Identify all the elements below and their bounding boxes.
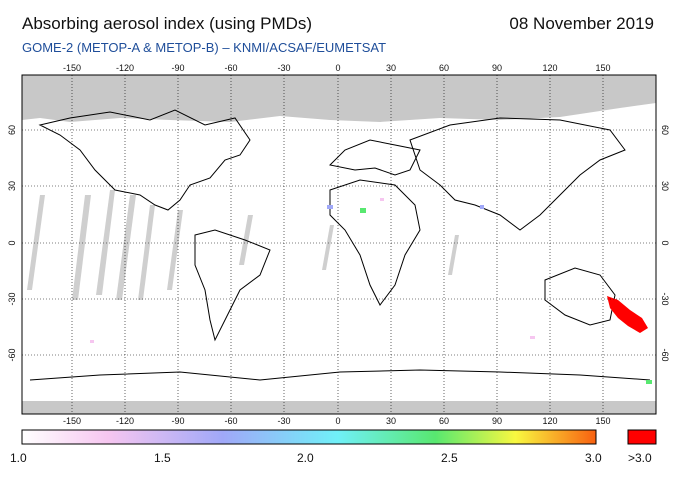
svg-text:60: 60 [660, 125, 670, 135]
svg-text:120: 120 [542, 63, 557, 73]
aerosol-detections [90, 198, 652, 384]
svg-text:0: 0 [335, 63, 340, 73]
colorbar-label-2-5: 2.5 [441, 451, 458, 465]
svg-text:-90: -90 [171, 63, 184, 73]
svg-text:-150: -150 [63, 416, 81, 426]
svg-text:-120: -120 [116, 416, 134, 426]
svg-text:-30: -30 [277, 63, 290, 73]
north-no-data-region [22, 75, 656, 122]
svg-text:0: 0 [7, 240, 17, 245]
svg-text:-90: -90 [171, 416, 184, 426]
svg-text:60: 60 [439, 63, 449, 73]
svg-text:30: 30 [386, 63, 396, 73]
svg-text:-60: -60 [224, 416, 237, 426]
map-subtitle: GOME-2 (METOP-A & METOP-B) – KNMI/ACSAF/… [22, 40, 387, 55]
colorbar-label-2-0: 2.0 [297, 451, 314, 465]
svg-text:-60: -60 [7, 348, 17, 361]
colorbar-overflow-swatch [627, 429, 657, 445]
svg-text:90: 90 [492, 63, 502, 73]
svg-text:-30: -30 [660, 292, 670, 305]
svg-text:-60: -60 [224, 63, 237, 73]
colorbar [21, 429, 597, 445]
colorbar-overflow-label: >3.0 [628, 451, 652, 465]
svg-text:-30: -30 [277, 416, 290, 426]
svg-text:-30: -30 [7, 292, 17, 305]
svg-text:30: 30 [660, 181, 670, 191]
high-aerosol-plume [607, 296, 648, 333]
svg-text:120: 120 [542, 416, 557, 426]
colorbar-label-1-0: 1.0 [10, 451, 27, 465]
svg-text:0: 0 [335, 416, 340, 426]
map-date: 08 November 2019 [509, 14, 654, 33]
svg-text:60: 60 [7, 125, 17, 135]
map-title: Absorbing aerosol index (using PMDs) [22, 14, 313, 33]
left-lat-labels: 60 30 0 -30 -60 [7, 125, 17, 362]
top-lon-labels: -150 -120 -90 -60 -30 0 30 60 90 120 150 [63, 63, 611, 73]
svg-text:90: 90 [492, 416, 502, 426]
colorbar-label-1-5: 1.5 [154, 451, 171, 465]
svg-text:60: 60 [439, 416, 449, 426]
svg-text:150: 150 [595, 63, 610, 73]
gridlines [22, 75, 656, 414]
bottom-lon-labels: -150 -120 -90 -60 -30 0 30 60 90 120 150 [63, 416, 611, 426]
svg-text:0: 0 [660, 240, 670, 245]
svg-text:-120: -120 [116, 63, 134, 73]
svg-text:-60: -60 [660, 348, 670, 361]
svg-text:150: 150 [595, 416, 610, 426]
svg-text:-150: -150 [63, 63, 81, 73]
map-background [22, 75, 656, 414]
svg-text:30: 30 [386, 416, 396, 426]
map-frame [21, 74, 657, 415]
south-no-data-region [22, 401, 656, 414]
colorbar-label-3-0: 3.0 [585, 451, 602, 465]
coastlines [29, 109, 651, 381]
right-lat-labels: 60 30 0 -30 -60 [660, 125, 670, 362]
svg-text:30: 30 [7, 181, 17, 191]
